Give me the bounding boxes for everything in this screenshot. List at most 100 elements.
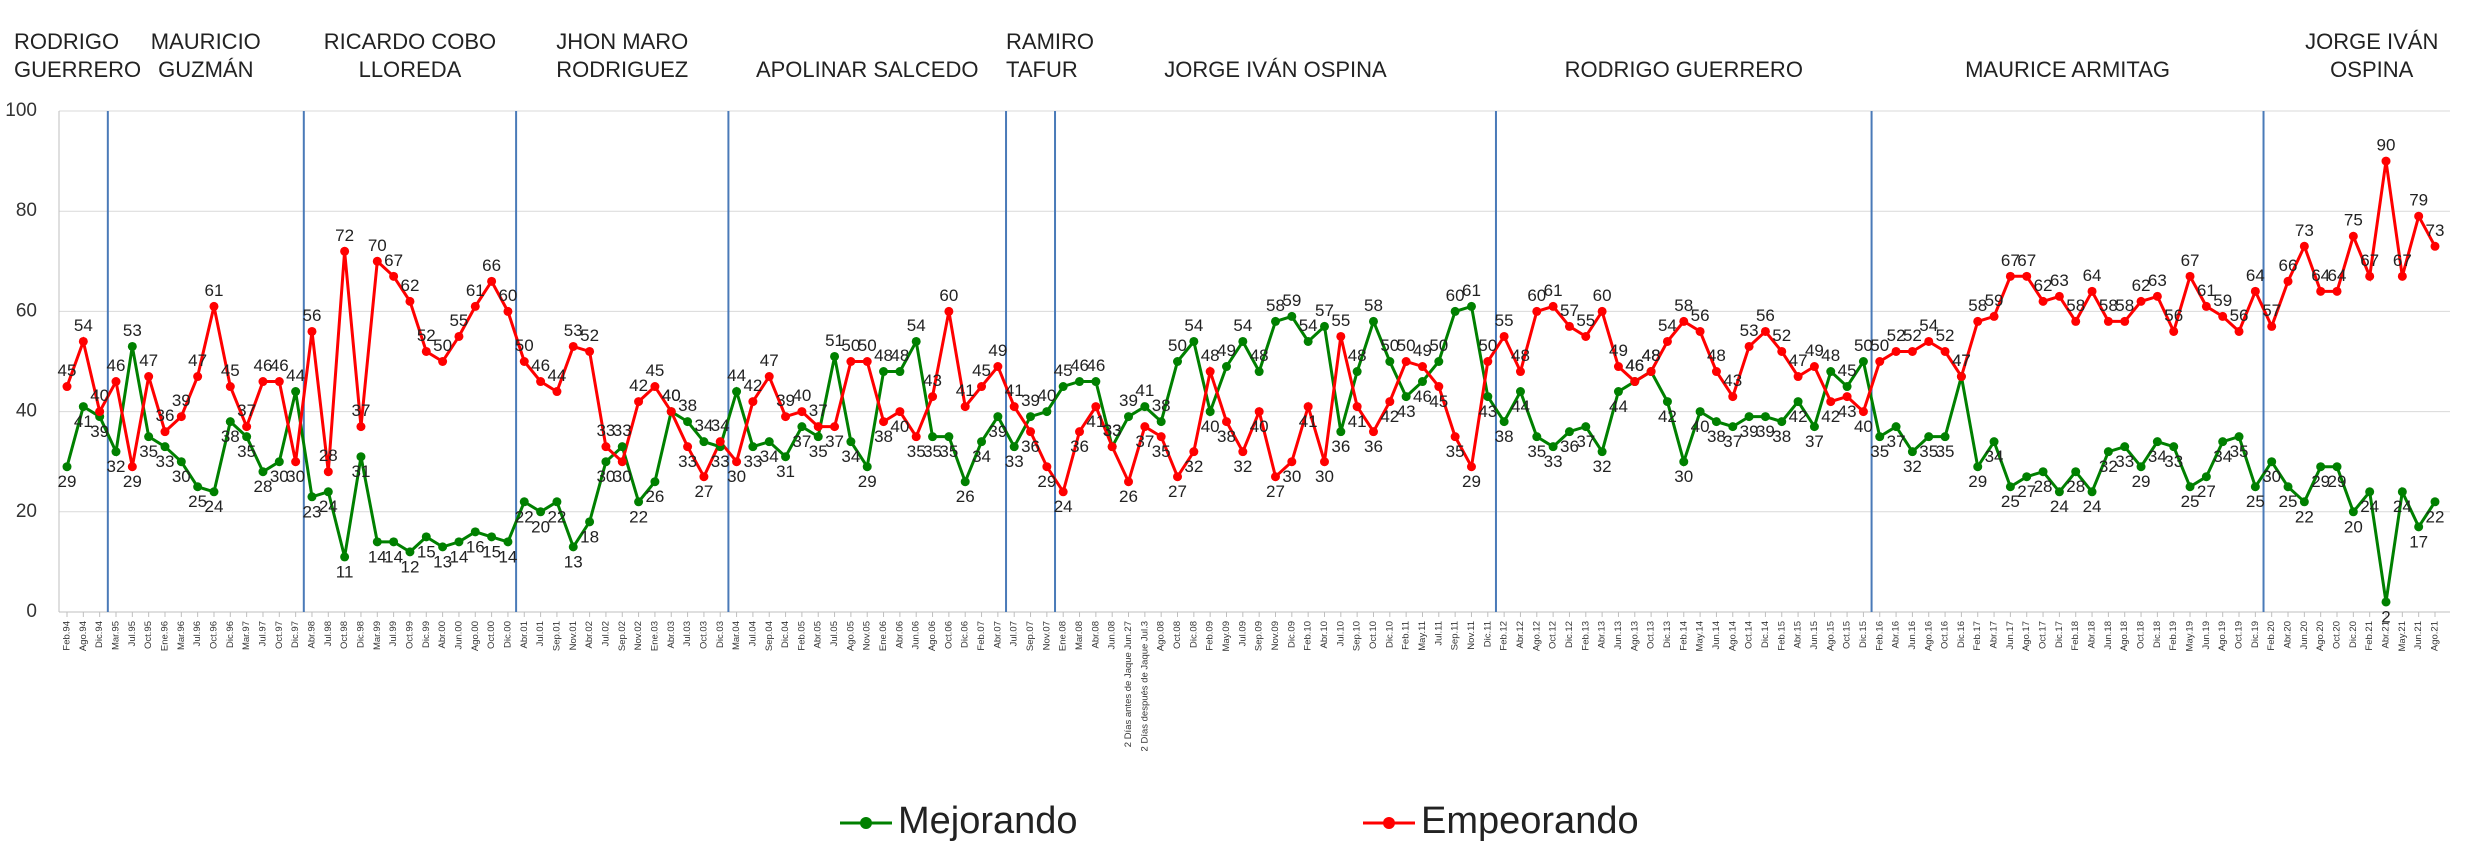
series-point [1107,442,1117,452]
x-tick-label: Oct.12 [1548,621,1559,649]
series-point [797,407,807,417]
x-tick-label: Ago.19 [2217,621,2228,651]
series-point [1891,346,1901,356]
x-tick-label: Sep.04 [764,621,775,651]
series-point [2201,301,2211,311]
data-label: 52 [1887,326,1906,345]
data-label: 20 [531,517,550,536]
data-label: 42 [1380,407,1399,426]
data-label: 30 [1674,467,1693,486]
x-tick-label: Nov.09 [1270,621,1281,650]
data-label: 39 [1756,422,1775,441]
series-point [454,537,464,547]
period-label: RODRIGO GUERRERO [1564,57,1803,82]
x-tick-label: Jul.96 [192,621,203,646]
series-point [1597,306,1607,316]
data-label: 46 [1625,356,1644,375]
data-label: 29 [1968,472,1987,491]
series-point [160,427,170,437]
x-tick-label: Oct.17 [2038,621,2049,649]
x-tick-label: Jun.19 [2201,621,2212,650]
data-label: 46 [270,356,289,375]
series-point [160,442,170,452]
series-point [291,457,301,467]
period-label: RAMIRO TAFUR [1006,29,1095,82]
data-label: 30 [596,467,615,486]
series-point [1483,392,1493,402]
series-point [1581,422,1591,432]
data-label: 28 [319,446,338,465]
series-point [1842,382,1852,392]
series-point [781,452,791,462]
x-tick-label: Abr.06 [894,621,905,648]
x-tick-label: Nov.07 [1041,621,1052,650]
series-point [1124,477,1134,487]
series-point [1385,397,1395,407]
series-point [1695,326,1705,336]
series-point [1156,417,1166,427]
data-label: 73 [2295,221,2314,240]
data-label: 47 [1952,351,1971,370]
x-tick-label: Oct.98 [339,621,350,649]
data-label: 18 [580,527,599,546]
x-tick-label: 2 Días después de Jaque Jul.3 [1139,621,1150,751]
data-label: 34 [972,447,991,466]
x-tick-label: Feb.14 [1678,621,1689,651]
series-point [1809,362,1819,372]
series-point [1499,331,1509,341]
data-label: 55 [1495,311,1514,330]
x-tick-label: Jul.04 [747,621,758,646]
x-tick-label: Ago.94 [78,621,89,651]
x-tick-label: Sep.01 [551,621,562,651]
series-point [2299,497,2309,507]
data-label: 38 [678,396,697,415]
series-point [2185,271,2195,281]
data-label: 52 [1903,326,1922,345]
data-label: 27 [1168,482,1187,501]
x-tick-label: Dic.14 [1760,621,1771,648]
series-point [1793,372,1803,382]
series-point [1858,357,1868,366]
data-label: 26 [645,487,664,506]
data-label: 14 [498,547,517,566]
x-tick-label: Oct.08 [1172,621,1183,649]
series-point [993,412,1003,422]
series-point [2365,487,2375,497]
period-label: JORGE IVÁN OSPINA [2305,29,2439,82]
series-point [1760,326,1770,336]
series-point [438,542,448,552]
data-label: 50 [1397,336,1416,355]
data-label: 58 [1266,296,1285,315]
data-label: 40 [662,386,681,405]
data-label: 67 [2181,251,2200,270]
data-label: 32 [1184,457,1203,476]
data-label: 33 [2115,452,2134,471]
data-label: 36 [156,406,175,425]
series-point [1548,442,1558,452]
x-tick-label: Mar.97 [241,621,252,650]
data-label: 41 [74,412,93,431]
series-point [1924,336,1934,346]
series-point [405,547,415,557]
data-label: 52 [1936,326,1955,345]
series-point [1189,336,1199,346]
x-tick-label: Sep.07 [1025,621,1036,651]
x-tick-label: Feb.21 [2364,621,2375,651]
data-label: 50 [858,336,877,355]
data-label: 28 [254,477,273,496]
data-label: 60 [939,286,958,305]
data-label: 58 [2066,296,2085,315]
data-label: 41 [1135,381,1154,400]
data-label: 37 [1805,432,1824,451]
x-tick-label: Feb.16 [1874,621,1885,651]
series-point [1826,367,1836,377]
series-point [2234,432,2244,442]
data-label: 64 [2328,266,2347,285]
data-label: 37 [825,432,844,451]
data-label: 75 [2344,211,2363,230]
data-label: 44 [1609,397,1628,416]
series-point [2381,156,2391,166]
series-point [519,497,529,507]
data-label: 35 [1936,442,1955,461]
series-point [2038,296,2048,306]
